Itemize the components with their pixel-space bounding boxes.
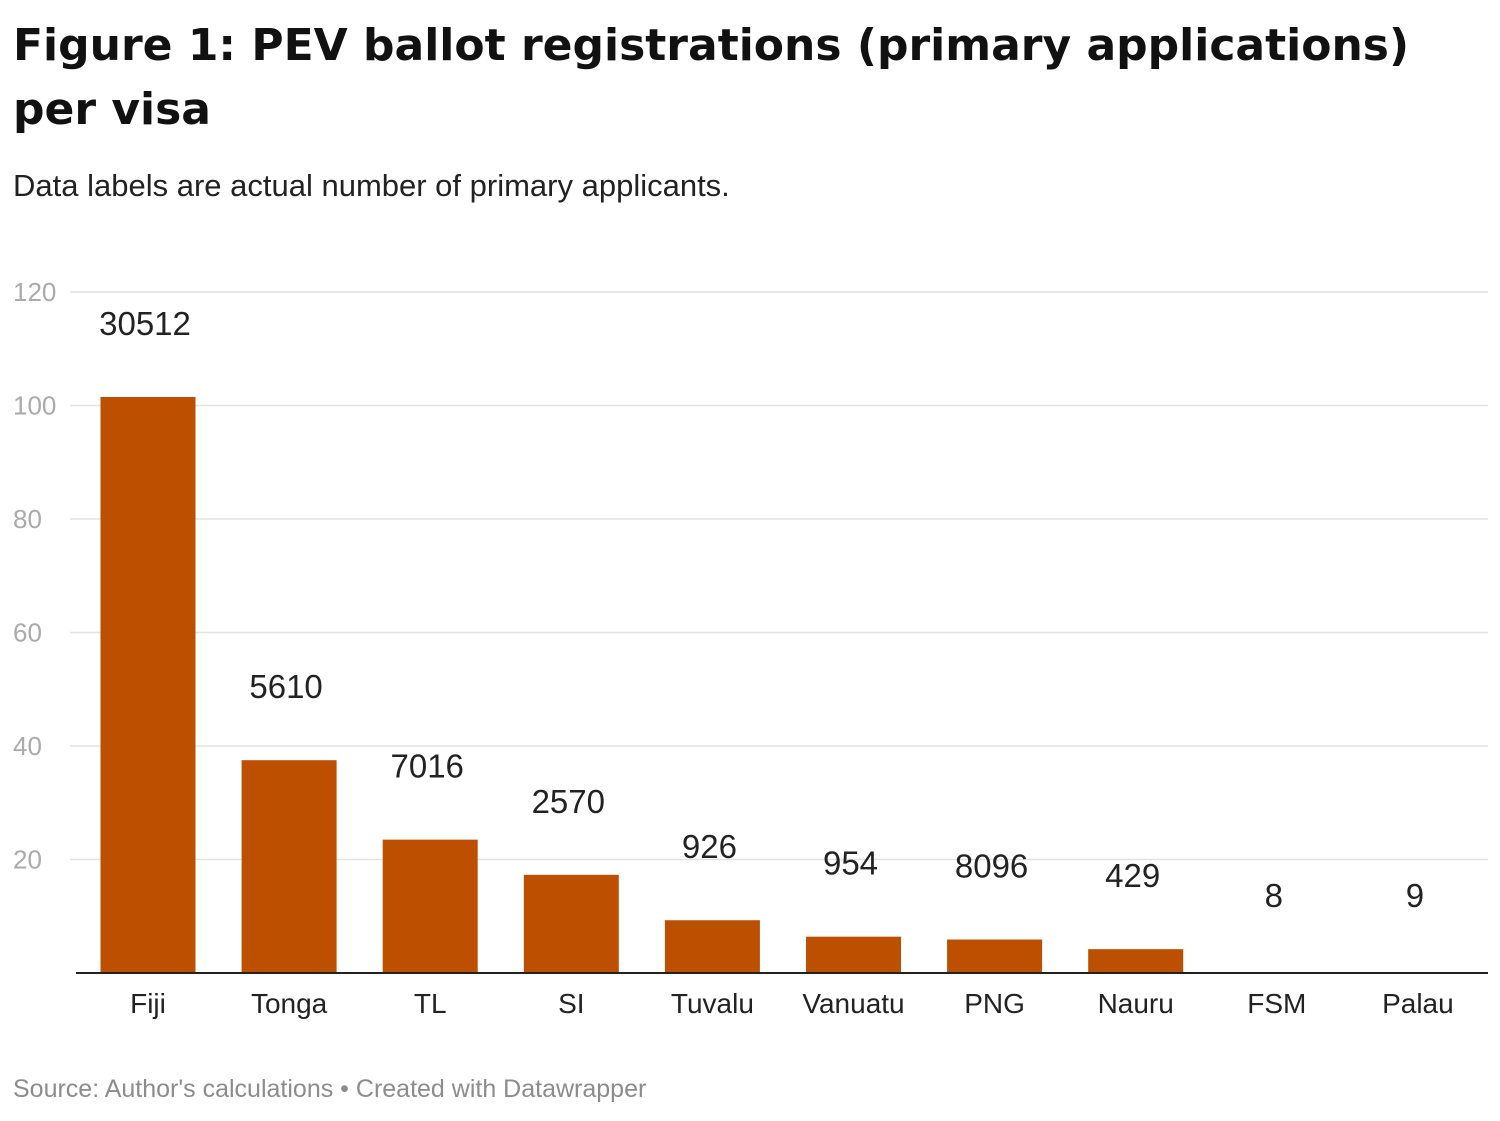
bar-png[interactable] [947, 939, 1043, 973]
bar-tl[interactable] [382, 839, 478, 973]
y-axis-ticks: 20 40 60 80 100 120 [13, 277, 56, 875]
data-label-palau: 9 [1406, 877, 1424, 914]
chart-title: Figure 1: PEV ballot registrations (prim… [13, 20, 1410, 135]
category-label-fsm: FSM [1247, 988, 1306, 1019]
category-labels: Fiji Tonga TL SI Tuvalu Vanuatu PNG Nauru FSM Pal… [130, 988, 1454, 1019]
bar-si[interactable] [523, 874, 619, 973]
bar-vanuatu[interactable] [806, 936, 901, 973]
category-label-si: SI [558, 988, 584, 1019]
y-tick-label: 40 [13, 731, 42, 761]
y-tick-label: 120 [13, 277, 56, 307]
category-label-tuvalu: Tuvalu [671, 988, 754, 1019]
y-tick-label: 60 [13, 618, 42, 648]
data-labels: 30512 5610 7016 2570 926 954 8096 429 8 9 [99, 305, 1424, 914]
category-label-fiji: Fiji [130, 988, 166, 1019]
datawrapper-credit[interactable]: Created with Datawrapper [355, 1075, 647, 1103]
bar-nauru[interactable] [1088, 949, 1184, 973]
category-label-png: PNG [964, 988, 1025, 1019]
category-label-tl: TL [414, 988, 447, 1019]
data-label-tonga: 5610 [249, 668, 322, 705]
data-label-tl: 7016 [390, 748, 463, 785]
category-label-palau: Palau [1382, 988, 1454, 1019]
y-tick-label: 100 [13, 391, 56, 421]
category-label-nauru: Nauru [1098, 988, 1174, 1019]
data-label-fiji: 30512 [99, 305, 191, 342]
category-label-vanuatu: Vanuatu [802, 988, 904, 1019]
category-label-tonga: Tonga [251, 988, 328, 1019]
bars [100, 396, 1184, 973]
bar-tuvalu[interactable] [664, 920, 760, 973]
gridlines [70, 291, 1488, 861]
chart-footer: Source: Author's calculations • Created … [13, 1075, 646, 1104]
source-note: Source: Author's calculations [13, 1075, 334, 1103]
y-tick-label: 80 [13, 504, 42, 534]
data-label-nauru: 429 [1105, 857, 1160, 894]
y-tick-label: 20 [13, 845, 42, 875]
bar-fiji[interactable] [100, 396, 196, 973]
data-label-si: 2570 [532, 783, 605, 820]
data-label-vanuatu: 954 [823, 845, 878, 882]
data-label-fsm: 8 [1265, 877, 1283, 914]
data-label-tuvalu: 926 [682, 828, 737, 865]
chart-subtitle: Data labels are actual number of primary… [13, 168, 730, 203]
bar-tonga[interactable] [241, 760, 337, 973]
data-label-png: 8096 [955, 848, 1028, 885]
footer-separator: • [333, 1075, 356, 1103]
